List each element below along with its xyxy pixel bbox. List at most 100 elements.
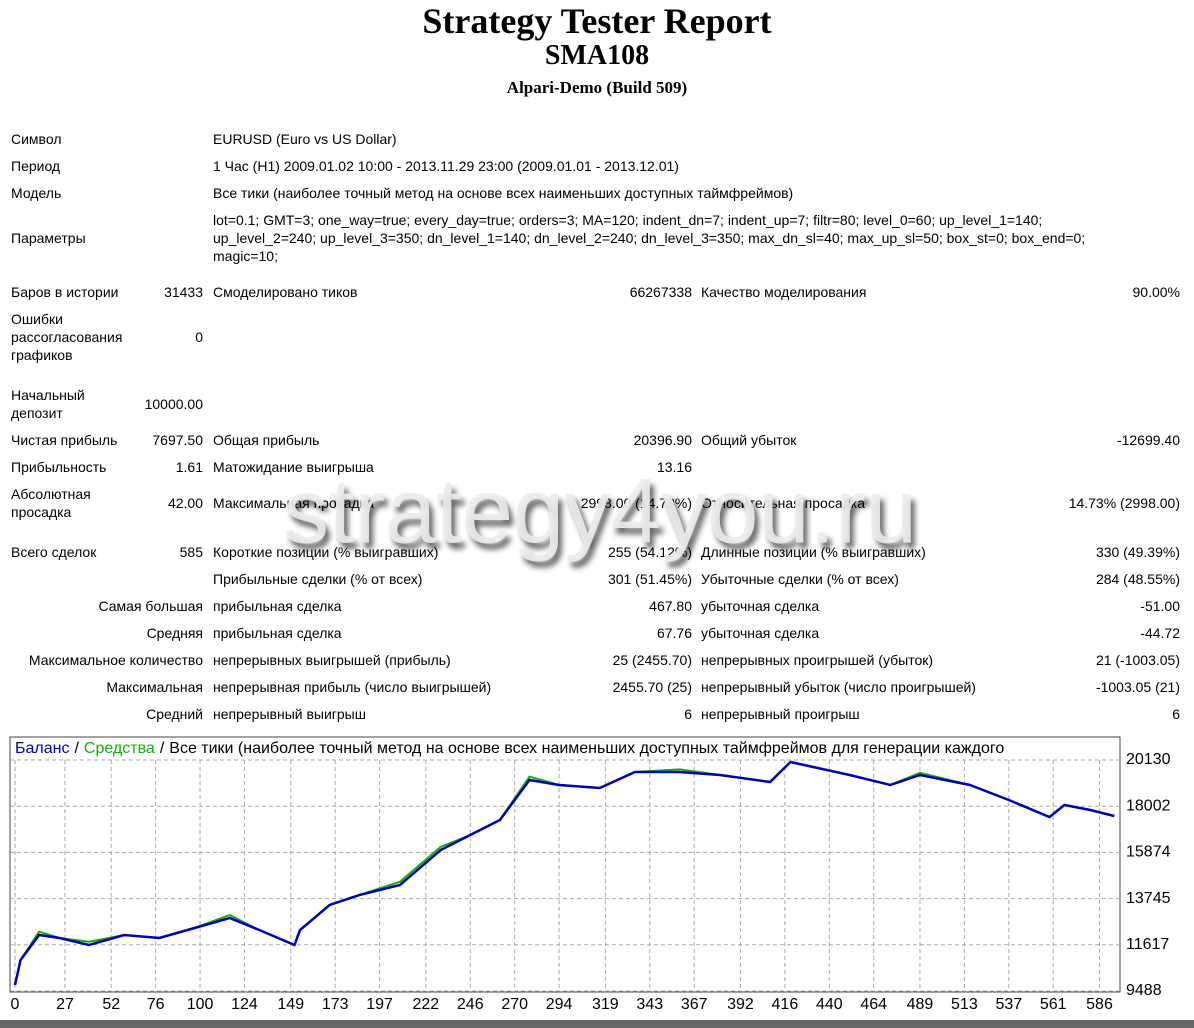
- stat-label: Длинные позиции (% выигравших): [701, 544, 926, 560]
- x-tick-label: 489: [907, 996, 934, 1013]
- server-name: Alpari-Demo (Build 509): [506, 78, 688, 97]
- info-value: Все тики (наиболее точный метод на основ…: [213, 185, 794, 201]
- info-label: Символ: [11, 131, 62, 147]
- chart-header: Баланс / Средства / Все тики (наиболее точны…: [15, 740, 1004, 757]
- stat-value: -12699.40: [1116, 432, 1180, 448]
- detail-value: 6: [684, 706, 692, 722]
- stat-label: Общий убыток: [701, 432, 797, 448]
- legend-separator: /: [74, 740, 79, 757]
- detail-value: 6: [1172, 706, 1180, 722]
- chart-subtitle: Все тики (наиболее точный метод на основ…: [169, 740, 1004, 757]
- detail-label: Средняя: [146, 625, 203, 641]
- x-tick-label: 124: [231, 996, 258, 1013]
- detail-label: непрерывный проигрыш: [701, 706, 860, 722]
- detail-value: 2455.70 (25): [612, 679, 692, 695]
- x-tick-label: 586: [1086, 996, 1113, 1013]
- detail-label: непрерывных выигрышей (прибыль): [213, 652, 451, 668]
- stat-value: 2998.00 (14.73%): [580, 495, 692, 511]
- stat-label: Чистая прибыль: [11, 432, 118, 448]
- detail-label: Максимальное количество: [28, 652, 203, 668]
- stat-value: 66267338: [629, 284, 692, 300]
- x-tick-label: 319: [592, 996, 619, 1013]
- info-label: Период: [11, 158, 61, 174]
- detail-label: непрерывных проигрышей (убыток): [701, 652, 934, 668]
- strategy-name: SMA108: [544, 40, 650, 71]
- y-tick-label: 15874: [1126, 844, 1171, 861]
- detail-label: непрерывная прибыль (число выигрышей): [213, 679, 492, 695]
- stat-label: Абсолютная просадка: [11, 486, 91, 520]
- x-tick-label: 561: [1040, 996, 1067, 1013]
- x-tick-label: 222: [412, 996, 439, 1013]
- x-tick-label: 294: [546, 996, 573, 1013]
- stat-value: 0: [195, 329, 203, 345]
- stat-value: 14.73% (2998.00): [1068, 495, 1180, 511]
- x-tick-label: 392: [727, 996, 754, 1013]
- info-label: Параметры: [11, 230, 86, 246]
- x-tick-label: 416: [772, 996, 799, 1013]
- detail-value: -1003.05 (21): [1095, 679, 1180, 695]
- stat-value: 7697.50: [152, 432, 203, 448]
- detail-value: 467.80: [649, 598, 692, 614]
- stat-value: 255 (54.12%): [607, 544, 692, 560]
- detail-label: непрерывный выигрыш: [213, 706, 366, 722]
- stat-label: Смоделировано тиков: [213, 284, 358, 300]
- detail-label: Самая большая: [98, 598, 204, 614]
- stat-label: Баров в истории: [11, 284, 119, 300]
- stat-value: 1.61: [175, 459, 203, 475]
- x-tick-label: 440: [816, 996, 843, 1013]
- info-value: 1 Час (H1) 2009.01.02 10:00 - 2013.11.29…: [213, 158, 679, 174]
- stat-value: 301 (51.45%): [607, 571, 692, 587]
- y-tick-label: 13745: [1126, 890, 1171, 907]
- detail-label: непрерывный убыток (число проигрышей): [701, 679, 976, 695]
- stat-value: 90.00%: [1132, 284, 1180, 300]
- y-tick-label: 9488: [1126, 982, 1162, 999]
- y-tick-label: 11617: [1126, 936, 1169, 953]
- detail-value: -51.00: [1140, 598, 1180, 614]
- x-tick-label: 149: [277, 996, 304, 1013]
- detail-label: прибыльная сделка: [213, 598, 342, 614]
- stat-label: Ошибки рассогласования графиков: [11, 311, 123, 363]
- x-tick-label: 27: [56, 996, 74, 1013]
- x-tick-label: 0: [11, 996, 20, 1013]
- plot-frame: [9, 736, 1121, 993]
- report-title: Strategy Tester Report: [422, 1, 772, 41]
- stat-label: Относительная просадка: [701, 495, 865, 511]
- detail-label: прибыльная сделка: [213, 625, 342, 641]
- info-value: EURUSD (Euro vs US Dollar): [213, 131, 397, 147]
- stat-label: Общая прибыль: [213, 432, 320, 448]
- bottom-bar: [0, 1020, 1194, 1028]
- stat-value: 284 (48.55%): [1095, 571, 1180, 587]
- detail-value: 21 (-1003.05): [1095, 652, 1180, 668]
- detail-value: -44.72: [1140, 625, 1180, 641]
- info-value: up_level_2=240; up_level_3=350; dn_level…: [213, 230, 1086, 246]
- x-tick-label: 343: [636, 996, 663, 1013]
- detail-label: убыточная сделка: [701, 598, 820, 614]
- stat-value: 42.00: [167, 495, 203, 511]
- info-value: magic=10;: [213, 248, 278, 264]
- stat-label: Максимальная просадка: [213, 495, 374, 511]
- x-tick-label: 513: [951, 996, 978, 1013]
- x-tick-label: 52: [102, 996, 120, 1013]
- stat-value: 330 (49.39%): [1095, 544, 1180, 560]
- x-tick-label: 537: [995, 996, 1022, 1013]
- detail-value: 67.76: [656, 625, 692, 641]
- x-tick-label: 173: [322, 996, 349, 1013]
- detail-value: 25 (2455.70): [612, 652, 692, 668]
- info-value: lot=0.1; GMT=3; one_way=true; every_day=…: [213, 212, 1043, 228]
- stat-value: 10000.00: [144, 396, 203, 412]
- stat-label: Начальный депозит: [11, 387, 85, 421]
- stat-label: Качество моделирования: [701, 284, 867, 300]
- detail-label: Максимальная: [106, 679, 203, 695]
- stat-label: Матожидание выигрыша: [213, 459, 374, 475]
- x-tick-label: 246: [457, 996, 484, 1013]
- stat-label: Всего сделок: [11, 544, 97, 560]
- stat-label: Прибыльность: [11, 459, 107, 475]
- stat-label: Убыточные сделки (% от всех): [701, 571, 899, 587]
- detail-label: убыточная сделка: [701, 625, 820, 641]
- series-line: [13, 760, 1115, 986]
- info-label: Модель: [11, 185, 62, 201]
- legend-balance: Баланс: [15, 740, 69, 757]
- stat-value: 13.16: [656, 459, 692, 475]
